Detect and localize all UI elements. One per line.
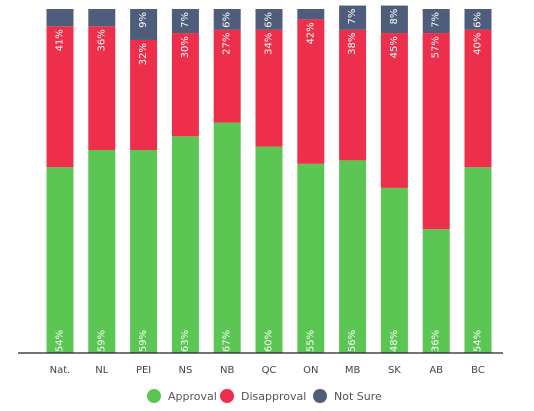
value-label-not-sure-qc: 6%	[264, 12, 275, 28]
bar-approval-qc	[255, 146, 283, 353]
bar-not-sure-on	[297, 9, 325, 20]
value-label-disapproval-on: 42%	[305, 22, 316, 44]
value-label-disapproval-sk: 45%	[389, 36, 400, 58]
x-tick-label: MB	[345, 365, 361, 376]
x-tick-label: PEI	[136, 365, 151, 376]
x-tick-label: QC	[262, 365, 277, 376]
bar-not-sure-bc	[464, 9, 492, 30]
bar-approval-sk	[380, 187, 408, 353]
bar-approval-bc	[464, 167, 492, 353]
legend-swatch-approval	[147, 389, 161, 403]
bar-disapproval-nb	[213, 29, 241, 123]
x-tick-label: AB	[429, 365, 443, 376]
legend-item-not-sure: Not Sure	[313, 389, 382, 403]
x-tick-label: NL	[95, 365, 108, 376]
value-label-approval-ns: 63%	[180, 330, 191, 352]
bar-approval-ab	[422, 229, 450, 353]
value-label-disapproval-nat: 41%	[55, 29, 66, 51]
bar-approval-pei	[130, 150, 158, 353]
x-tick-label: NS	[178, 365, 192, 376]
value-label-approval-sk: 48%	[389, 330, 400, 352]
bar-approval-nl	[88, 150, 116, 353]
legend-item-approval: Approval	[147, 389, 217, 403]
value-label-approval-mb: 56%	[347, 330, 358, 352]
value-label-not-sure-bc: 6%	[473, 12, 484, 28]
value-label-disapproval-nl: 36%	[96, 29, 107, 51]
bar-disapproval-ns	[171, 33, 199, 137]
value-label-approval-qc: 60%	[264, 330, 275, 352]
value-label-approval-bc: 54%	[473, 330, 484, 352]
value-label-approval-on: 55%	[305, 330, 316, 352]
bar-not-sure-mb	[339, 5, 367, 30]
x-tick-label: Nat.	[50, 365, 71, 376]
x-tick-label: NB	[220, 365, 234, 376]
bar-not-sure-qc	[255, 9, 283, 30]
legend-swatch-not-sure	[313, 389, 327, 403]
bar-not-sure-nb	[213, 9, 241, 30]
bar-not-sure-nl	[88, 9, 116, 27]
value-label-not-sure-mb: 7%	[347, 9, 358, 25]
x-tick-label: BC	[471, 365, 485, 376]
value-label-not-sure-ab: 7%	[431, 12, 442, 28]
bar-disapproval-mb	[339, 29, 367, 161]
value-label-disapproval-pei: 32%	[138, 43, 149, 65]
bar-disapproval-nl	[88, 26, 116, 151]
value-label-not-sure-ns: 7%	[180, 12, 191, 28]
x-tick-label: ON	[303, 365, 318, 376]
bar-not-sure-nat	[46, 9, 74, 27]
bar-not-sure-ns	[171, 9, 199, 34]
bar-approval-nat	[46, 167, 74, 353]
bar-approval-nb	[213, 122, 241, 354]
bar-disapproval-on	[297, 19, 325, 164]
x-tick-label: SK	[388, 365, 401, 376]
value-label-disapproval-ns: 30%	[180, 36, 191, 58]
legend-label-approval: Approval	[168, 390, 217, 403]
bar-not-sure-ab	[422, 9, 450, 34]
bar-approval-ns	[171, 136, 199, 353]
legend-swatch-disapproval	[220, 389, 234, 403]
legend-item-disapproval: Disapproval	[220, 389, 306, 403]
value-label-approval-pei: 59%	[138, 330, 149, 352]
legend-label-disapproval: Disapproval	[241, 390, 306, 403]
value-label-disapproval-qc: 34%	[264, 33, 275, 55]
value-label-disapproval-ab: 57%	[431, 36, 442, 58]
value-label-not-sure-pei: 9%	[138, 12, 149, 28]
bar-approval-mb	[339, 160, 367, 353]
bar-disapproval-bc	[464, 29, 492, 168]
bar-disapproval-sk	[380, 33, 408, 188]
bar-disapproval-nat	[46, 26, 74, 168]
bar-approval-on	[297, 163, 325, 353]
value-label-approval-nb: 67%	[222, 330, 233, 352]
bar-disapproval-ab	[422, 33, 450, 230]
value-label-approval-ab: 36%	[431, 330, 442, 352]
value-label-disapproval-bc: 40%	[473, 33, 484, 55]
value-label-approval-nat: 54%	[55, 330, 66, 352]
bar-disapproval-pei	[130, 39, 158, 151]
value-label-disapproval-mb: 38%	[347, 33, 358, 55]
value-label-disapproval-nb: 27%	[222, 33, 233, 55]
legend-label-not-sure: Not Sure	[334, 390, 382, 403]
bar-not-sure-pei	[130, 9, 158, 40]
bar-not-sure-sk	[380, 5, 408, 34]
value-label-not-sure-sk: 8%	[389, 9, 400, 25]
bar-disapproval-qc	[255, 29, 283, 147]
value-label-approval-nl: 59%	[96, 330, 107, 352]
value-label-not-sure-nb: 6%	[222, 12, 233, 28]
